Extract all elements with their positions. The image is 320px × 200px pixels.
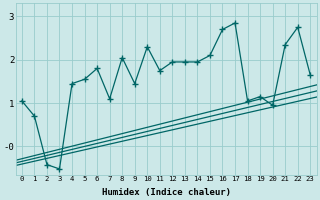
X-axis label: Humidex (Indice chaleur): Humidex (Indice chaleur) bbox=[101, 188, 231, 197]
